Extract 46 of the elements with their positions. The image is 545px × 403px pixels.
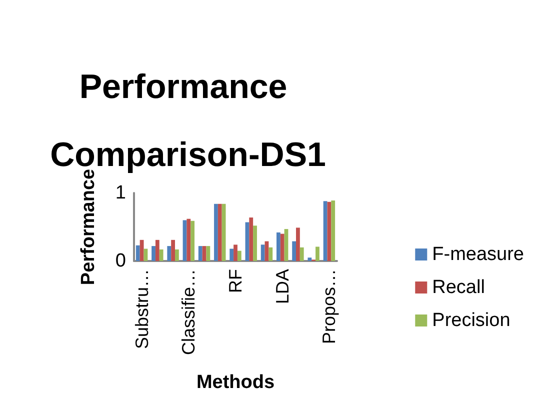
legend-label: Precision (432, 310, 510, 331)
bar (280, 234, 284, 261)
bar (140, 240, 144, 261)
bar (206, 246, 210, 261)
bar (152, 246, 156, 261)
bar (316, 246, 320, 261)
bar (268, 247, 273, 261)
bar (300, 247, 304, 261)
x-tick-label: Substru… (132, 269, 152, 350)
legend-label: F-measure (432, 244, 524, 265)
bar (237, 250, 242, 261)
bar (174, 249, 179, 261)
x-tick-label: Classifie… (178, 269, 199, 356)
bar (323, 201, 328, 261)
bar (308, 258, 312, 261)
bar (245, 222, 250, 261)
bar (253, 226, 257, 261)
x-axis-title: Methods (196, 372, 275, 393)
x-tick-label: RF (226, 269, 246, 293)
bar (296, 228, 300, 261)
legend-label: Recall (432, 277, 485, 298)
bar (167, 246, 172, 261)
bar (171, 240, 175, 261)
bar (230, 248, 234, 261)
bar (292, 241, 296, 261)
bar (182, 220, 187, 261)
bar (136, 245, 140, 261)
bar (284, 229, 288, 261)
bar (218, 204, 222, 261)
bar (198, 246, 202, 261)
bar (190, 220, 195, 261)
bar (331, 200, 336, 261)
bar (186, 218, 191, 261)
bar (214, 204, 218, 261)
bar (155, 240, 160, 261)
bar (260, 244, 265, 261)
bar (327, 202, 332, 261)
y-tick-label: 0 (115, 250, 126, 272)
bar (234, 244, 238, 261)
bar (159, 249, 164, 261)
x-tick-label: Propos… (319, 269, 340, 344)
x-tick-label: LDA (272, 269, 292, 304)
bar (249, 217, 254, 261)
bar (202, 246, 206, 261)
bar (276, 232, 280, 261)
y-tick-label: 1 (115, 182, 126, 204)
